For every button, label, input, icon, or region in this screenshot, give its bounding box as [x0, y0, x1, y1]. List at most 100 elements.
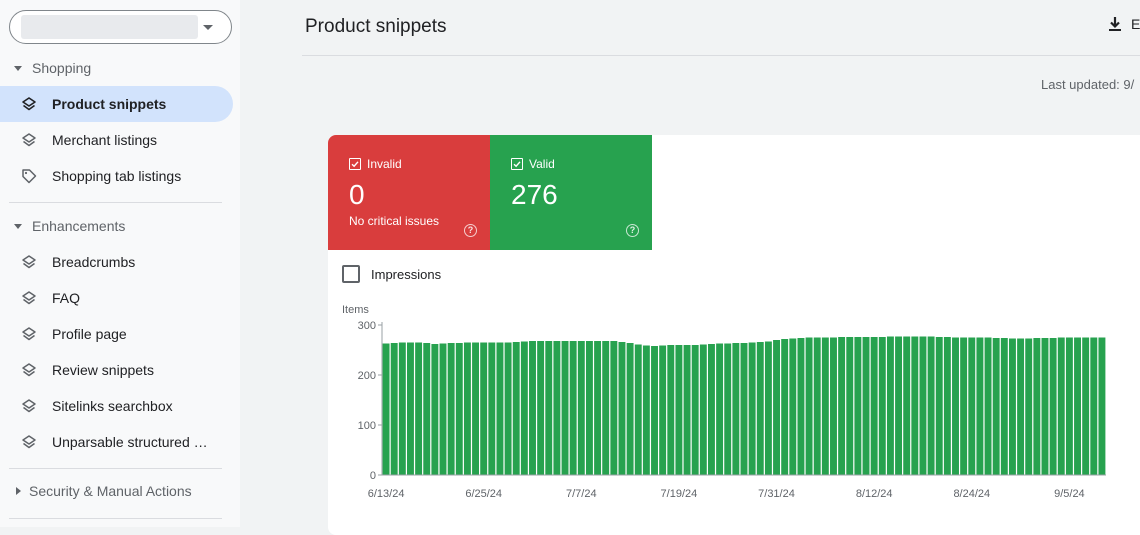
layers-icon [21, 434, 37, 450]
bar [821, 337, 829, 475]
bar [813, 337, 821, 475]
bar [805, 337, 813, 475]
bar [390, 343, 398, 475]
bar [707, 344, 715, 475]
bar [1082, 337, 1090, 475]
bar [854, 337, 862, 475]
bar [439, 343, 447, 475]
sidebar-item-unparsable-structured-data[interactable]: Unparsable structured data [0, 424, 233, 460]
header-divider [302, 55, 1140, 56]
valid-label: Valid [529, 157, 555, 171]
bar [553, 341, 561, 475]
invalid-summary-tile[interactable]: Invalid 0 No critical issues ? [328, 135, 490, 250]
bar [447, 343, 455, 475]
section-label: Enhancements [32, 218, 126, 234]
layers-icon [21, 254, 37, 270]
bar [846, 337, 854, 475]
export-button[interactable]: E [1108, 16, 1140, 32]
sidebar-item-faq[interactable]: FAQ [0, 280, 233, 316]
export-label: E [1131, 16, 1140, 32]
bar [699, 344, 707, 475]
bar [976, 337, 984, 475]
bar [1000, 338, 1008, 475]
chevron-down-icon [203, 25, 213, 30]
x-tick-label: 7/7/24 [566, 488, 597, 500]
y-tick-label: 100 [358, 420, 376, 432]
items-bar-chart: Items 300 200 100 0 6/13/24 6/25/24 7/7/24 7/19/… [342, 304, 1106, 500]
bar [504, 342, 512, 475]
bar [1033, 338, 1041, 475]
bar [626, 343, 634, 475]
bar [960, 337, 968, 475]
bar [545, 341, 553, 475]
sidebar-item-label: Merchant listings [52, 132, 158, 148]
help-icon[interactable]: ? [626, 224, 639, 237]
section-security-manual-actions[interactable]: Security & Manual Actions [0, 477, 240, 505]
bar [569, 341, 577, 475]
bar [602, 341, 610, 475]
caret-right-icon [16, 487, 21, 495]
sidebar-item-breadcrumbs[interactable]: Breadcrumbs [0, 244, 233, 280]
layers-icon [21, 326, 37, 342]
bar [1008, 338, 1016, 475]
bar [423, 343, 431, 475]
bar [618, 342, 626, 475]
checkbox-checked-icon[interactable] [511, 158, 523, 170]
bar [683, 345, 691, 475]
bar [407, 342, 414, 475]
bar [716, 343, 724, 475]
bar [724, 343, 732, 475]
y-axis-label: Items [342, 304, 369, 316]
sidebar-item-review-snippets[interactable]: Review snippets [0, 352, 233, 388]
x-tick-label: 6/25/24 [465, 488, 502, 500]
bar [651, 346, 658, 475]
sidebar-item-shopping-tab-listings[interactable]: Shopping tab listings [0, 158, 233, 194]
bar [935, 337, 943, 475]
sidebar-item-label: Shopping tab listings [52, 168, 182, 184]
bar [992, 338, 1000, 475]
bar [667, 345, 675, 475]
sidebar-divider [9, 202, 222, 203]
invalid-label: Invalid [367, 157, 402, 171]
y-tick-label: 0 [370, 470, 376, 482]
section-label: Shopping [32, 60, 92, 76]
checkbox-checked-icon[interactable] [349, 158, 361, 170]
bar [642, 345, 650, 475]
x-tick-label: 8/12/24 [856, 488, 893, 500]
bar [398, 342, 406, 475]
caret-down-icon [14, 223, 22, 229]
section-enhancements[interactable]: Enhancements [0, 212, 240, 240]
bar [732, 343, 740, 475]
bar [919, 336, 927, 475]
layers-icon [21, 96, 37, 112]
invalid-note: No critical issues [349, 214, 440, 228]
bar [1017, 338, 1025, 475]
bar [1090, 337, 1098, 475]
download-icon [1108, 16, 1122, 32]
sidebar-item-sitelinks-searchbox[interactable]: Sitelinks searchbox [0, 388, 233, 424]
sidebar-item-profile-page[interactable]: Profile page [0, 316, 233, 352]
valid-summary-tile[interactable]: Valid 276 ? [490, 135, 652, 250]
sidebar-item-label: Sitelinks searchbox [52, 398, 173, 414]
sidebar-item-label: Profile page [52, 326, 127, 342]
bar [1065, 337, 1073, 475]
impressions-toggle[interactable]: Impressions [342, 265, 441, 283]
sidebar-item-merchant-listings[interactable]: Merchant listings [0, 122, 233, 158]
bar [634, 344, 642, 475]
help-icon[interactable]: ? [464, 224, 477, 237]
bar [529, 341, 536, 475]
bar [943, 337, 951, 475]
layers-icon [21, 362, 37, 378]
property-selector[interactable] [9, 10, 232, 44]
checkbox-unchecked-icon[interactable] [342, 265, 360, 283]
section-shopping[interactable]: Shopping [0, 54, 240, 82]
sidebar-item-label: Unparsable structured data [52, 434, 212, 450]
bar [756, 342, 764, 475]
bar [537, 341, 545, 475]
bar [496, 342, 504, 475]
layers-icon [21, 398, 37, 414]
sidebar-item-product-snippets[interactable]: Product snippets [0, 86, 233, 122]
layers-icon [21, 132, 37, 148]
last-updated-text: Last updated: 9/ [1041, 77, 1135, 92]
bar [911, 336, 919, 475]
